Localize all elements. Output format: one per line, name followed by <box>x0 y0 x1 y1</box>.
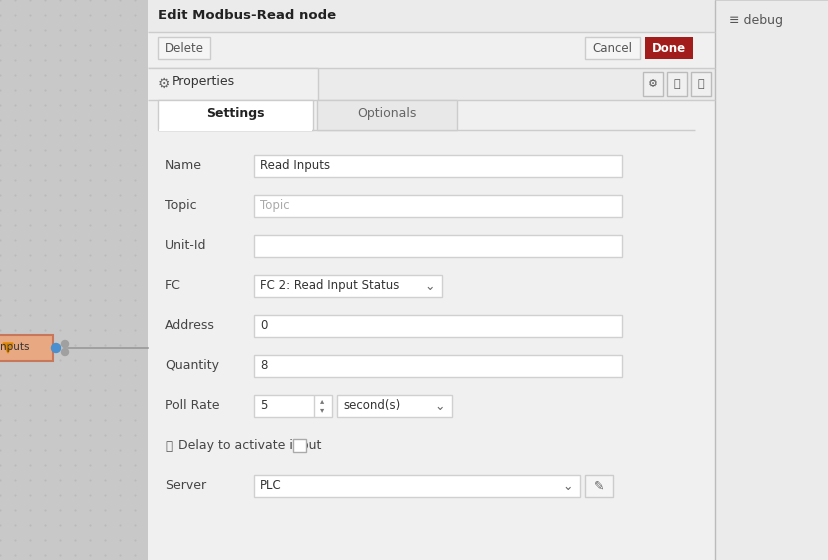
Text: nputs: nputs <box>0 342 30 352</box>
Text: ✎: ✎ <box>593 479 604 492</box>
Text: Poll Rate: Poll Rate <box>165 399 219 412</box>
Bar <box>253 275 441 297</box>
Bar <box>253 395 331 417</box>
Bar <box>316 100 456 130</box>
Circle shape <box>61 348 69 356</box>
Bar <box>292 439 306 452</box>
Polygon shape <box>3 343 13 353</box>
Text: ⛶: ⛶ <box>697 79 704 89</box>
Bar <box>585 37 639 59</box>
Text: ≡ debug: ≡ debug <box>728 14 782 27</box>
Bar <box>148 0 714 560</box>
Text: 5: 5 <box>260 399 267 412</box>
Text: ⚙: ⚙ <box>158 77 171 91</box>
Bar <box>253 315 621 337</box>
Text: Quantity: Quantity <box>165 359 219 372</box>
Text: ⌄: ⌄ <box>562 479 572 492</box>
Text: 0: 0 <box>260 319 267 332</box>
Text: FC 2: Read Input Status: FC 2: Read Input Status <box>260 279 399 292</box>
Bar <box>667 72 686 96</box>
Text: Server: Server <box>165 479 206 492</box>
Circle shape <box>61 340 69 348</box>
Text: Properties: Properties <box>171 75 235 88</box>
Bar <box>644 37 692 59</box>
Text: Settings: Settings <box>205 107 264 120</box>
Bar <box>148 32 714 68</box>
Text: Done: Done <box>651 42 686 55</box>
Bar <box>585 475 612 497</box>
Text: second(s): second(s) <box>343 399 400 412</box>
Bar <box>159 129 311 131</box>
Bar <box>253 355 621 377</box>
Text: Delete: Delete <box>164 42 203 55</box>
Circle shape <box>51 343 60 352</box>
Text: Read Inputs: Read Inputs <box>260 159 330 172</box>
Text: Optionals: Optionals <box>357 107 416 120</box>
Bar <box>158 37 209 59</box>
Text: ⌄: ⌄ <box>434 399 445 413</box>
Text: 📋: 📋 <box>673 79 680 89</box>
Text: Unit-Id: Unit-Id <box>165 239 206 252</box>
Text: ▾: ▾ <box>320 405 324 414</box>
Bar <box>0 0 148 560</box>
Text: 8: 8 <box>260 359 267 372</box>
Bar <box>643 72 662 96</box>
Text: Topic: Topic <box>165 199 196 212</box>
Bar <box>148 68 318 100</box>
Bar <box>714 0 828 560</box>
Text: !: ! <box>7 344 9 349</box>
Text: Address: Address <box>165 319 214 332</box>
Bar <box>253 475 580 497</box>
Text: Name: Name <box>165 159 202 172</box>
Bar <box>0 335 53 361</box>
Text: Cancel: Cancel <box>591 42 631 55</box>
Text: ⌄: ⌄ <box>424 279 435 292</box>
Bar <box>253 155 621 177</box>
Bar <box>148 68 714 100</box>
Text: FC: FC <box>165 279 181 292</box>
Bar <box>253 195 621 217</box>
Bar <box>691 72 710 96</box>
Text: Edit Modbus-Read node: Edit Modbus-Read node <box>158 9 335 22</box>
Text: ⚙: ⚙ <box>647 79 657 89</box>
Text: ▴: ▴ <box>320 396 324 405</box>
Bar <box>337 395 451 417</box>
Text: Delay to activate input: Delay to activate input <box>178 439 321 452</box>
Bar <box>253 235 621 257</box>
Text: ⏻: ⏻ <box>165 440 171 452</box>
Text: PLC: PLC <box>260 479 282 492</box>
Bar <box>158 100 313 130</box>
Bar <box>148 0 714 32</box>
Text: Topic: Topic <box>260 199 289 212</box>
